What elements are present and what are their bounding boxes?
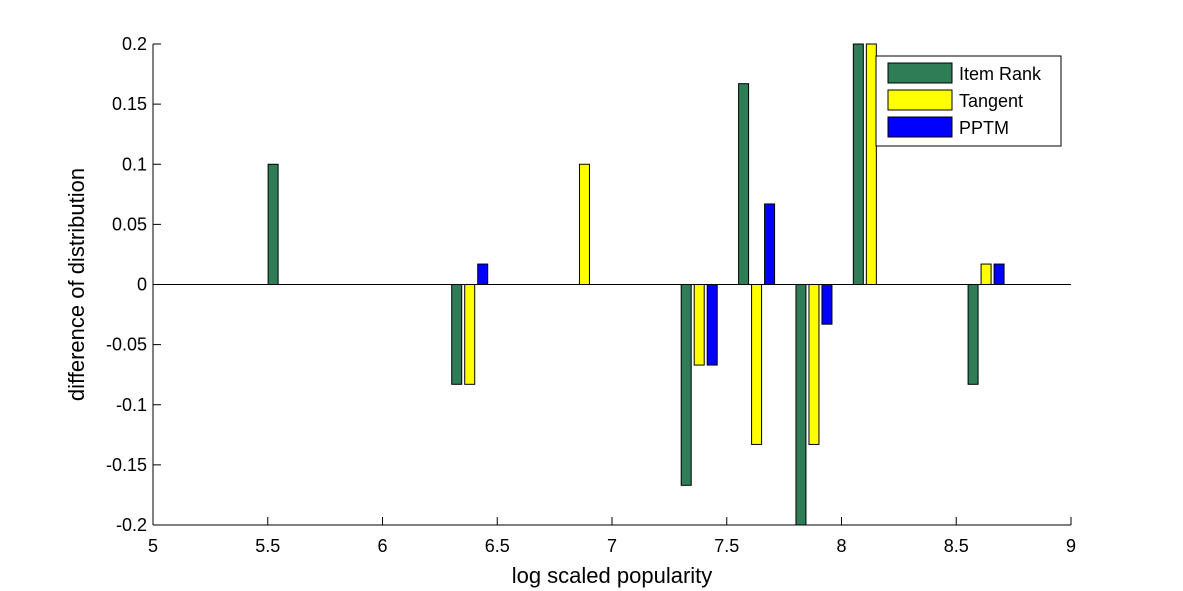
legend-label: Item Rank xyxy=(959,64,1042,84)
bar xyxy=(578,163,590,285)
bar xyxy=(738,83,750,286)
legend-swatch xyxy=(887,89,953,111)
bar xyxy=(980,263,992,285)
bar xyxy=(795,284,807,526)
x-tick-label: 8.5 xyxy=(944,536,969,556)
x-tick-label: 7.5 xyxy=(714,536,739,556)
ticks-layer: 5 5.5 6 6.5 7 7.5 8 8.5 9 -0.2 -0.15 -0.1 -0.05 0 0.05… xyxy=(106,34,1076,556)
x-tick-label: 7 xyxy=(607,536,617,556)
x-tick-label: 5 xyxy=(148,536,158,556)
bar xyxy=(451,284,463,385)
bar xyxy=(993,263,1005,285)
legend-label: Tangent xyxy=(959,91,1023,111)
bar xyxy=(693,284,705,366)
bar xyxy=(751,284,763,445)
x-tick-label: 6.5 xyxy=(485,536,510,556)
y-tick-label: -0.05 xyxy=(106,335,147,355)
x-axis-label: log scaled popularity xyxy=(512,563,713,588)
bar xyxy=(680,284,692,486)
x-tick-label: 6 xyxy=(377,536,387,556)
bar xyxy=(477,263,489,285)
bar xyxy=(967,284,979,385)
y-tick-label: 0.05 xyxy=(112,214,147,234)
x-tick-label: 9 xyxy=(1066,536,1076,556)
bar xyxy=(764,203,776,285)
bar xyxy=(852,43,864,285)
bar xyxy=(464,284,476,385)
bar xyxy=(821,284,833,325)
y-tick-label: 0.1 xyxy=(122,154,147,174)
x-tick-label: 5.5 xyxy=(255,536,280,556)
x-tick-label: 8 xyxy=(836,536,846,556)
bar xyxy=(808,284,820,445)
legend-swatch xyxy=(887,116,953,138)
y-axis-label: difference of distribution xyxy=(64,168,89,401)
y-tick-label: -0.2 xyxy=(116,515,147,535)
legend-swatch xyxy=(887,62,953,84)
legend: Item Rank Tangent PPTM xyxy=(875,55,1062,147)
bar xyxy=(267,163,279,285)
y-tick-label: -0.1 xyxy=(116,395,147,415)
y-tick-label: 0.15 xyxy=(112,94,147,114)
y-tick-label: 0 xyxy=(137,275,147,295)
y-tick-label: 0.2 xyxy=(122,34,147,54)
y-tick-label: -0.15 xyxy=(106,455,147,475)
legend-label: PPTM xyxy=(959,118,1009,138)
bar xyxy=(706,284,718,366)
bar xyxy=(865,43,877,285)
